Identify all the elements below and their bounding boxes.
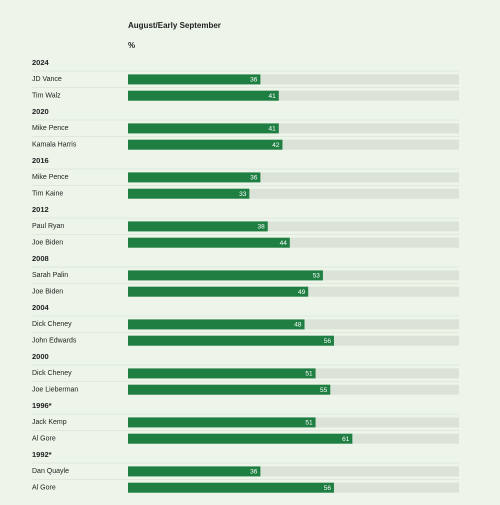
value-label: 36 <box>250 77 258 84</box>
bar <box>128 319 305 330</box>
bar-track <box>128 172 459 183</box>
value-label: 44 <box>280 240 288 247</box>
bar <box>128 482 334 493</box>
person-label: JD Vance <box>32 76 62 83</box>
person-label: Jack Kemp <box>32 419 67 426</box>
person-label: Joe Biden <box>32 289 63 296</box>
value-label: 42 <box>272 142 280 149</box>
bar <box>128 384 331 395</box>
value-label: 41 <box>269 93 277 100</box>
bar <box>128 466 261 477</box>
chart-title: August/Early September <box>128 21 221 30</box>
bar <box>128 74 261 85</box>
bar-track <box>128 123 459 134</box>
value-label: 33 <box>239 191 247 198</box>
bar <box>128 172 261 183</box>
value-label: 61 <box>342 436 350 443</box>
bar <box>128 221 268 232</box>
bar <box>128 417 316 428</box>
bar <box>128 433 353 444</box>
bar-track <box>128 74 459 85</box>
year-label: 2012 <box>32 205 49 214</box>
person-label: Joe Lieberman <box>32 387 78 394</box>
bar-track <box>128 466 459 477</box>
person-label: Tim Walz <box>32 93 61 100</box>
value-label: 41 <box>269 126 277 133</box>
person-label: Sarah Palin <box>32 272 68 279</box>
year-label: 2020 <box>32 107 49 116</box>
year-label: 2024 <box>32 58 50 67</box>
bar <box>128 188 250 199</box>
person-label: Dick Cheney <box>32 370 72 377</box>
person-label: Joe Biden <box>32 240 63 247</box>
bar-track <box>128 237 459 248</box>
value-label: 56 <box>324 485 332 492</box>
bar-track <box>128 90 459 101</box>
value-label: 53 <box>313 273 321 280</box>
person-label: Paul Ryan <box>32 223 64 230</box>
person-label: John Edwards <box>32 338 77 345</box>
unit-label: % <box>128 41 135 50</box>
person-label: Mike Pence <box>32 174 69 181</box>
bar <box>128 237 290 248</box>
value-label: 48 <box>294 322 302 329</box>
value-label: 56 <box>324 338 332 345</box>
person-label: Kamala Harris <box>32 142 77 149</box>
value-label: 51 <box>305 420 313 427</box>
value-label: 55 <box>320 387 328 394</box>
bar <box>128 139 283 150</box>
year-label: 1992* <box>32 450 52 459</box>
value-label: 36 <box>250 469 258 476</box>
bar <box>128 270 323 281</box>
year-label: 2008 <box>32 254 49 263</box>
bar <box>128 123 279 134</box>
value-label: 51 <box>305 371 313 378</box>
person-label: Tim Kaine <box>32 191 63 198</box>
year-label: 2000 <box>32 352 49 361</box>
person-label: Al Gore <box>32 436 56 443</box>
bar-track <box>128 188 459 199</box>
year-label: 2004 <box>32 303 50 312</box>
bar <box>128 286 309 297</box>
bar <box>128 368 316 379</box>
value-label: 49 <box>298 289 306 296</box>
year-label: 1996* <box>32 401 52 410</box>
bar <box>128 335 334 346</box>
year-label: 2016 <box>32 156 49 165</box>
person-label: Mike Pence <box>32 125 69 132</box>
bar <box>128 90 279 101</box>
person-label: Al Gore <box>32 485 56 492</box>
person-label: Dan Quayle <box>32 468 69 475</box>
value-label: 38 <box>258 224 266 231</box>
value-label: 36 <box>250 175 258 182</box>
bar-track <box>128 139 459 150</box>
person-label: Dick Cheney <box>32 321 72 328</box>
bar-track <box>128 221 459 232</box>
